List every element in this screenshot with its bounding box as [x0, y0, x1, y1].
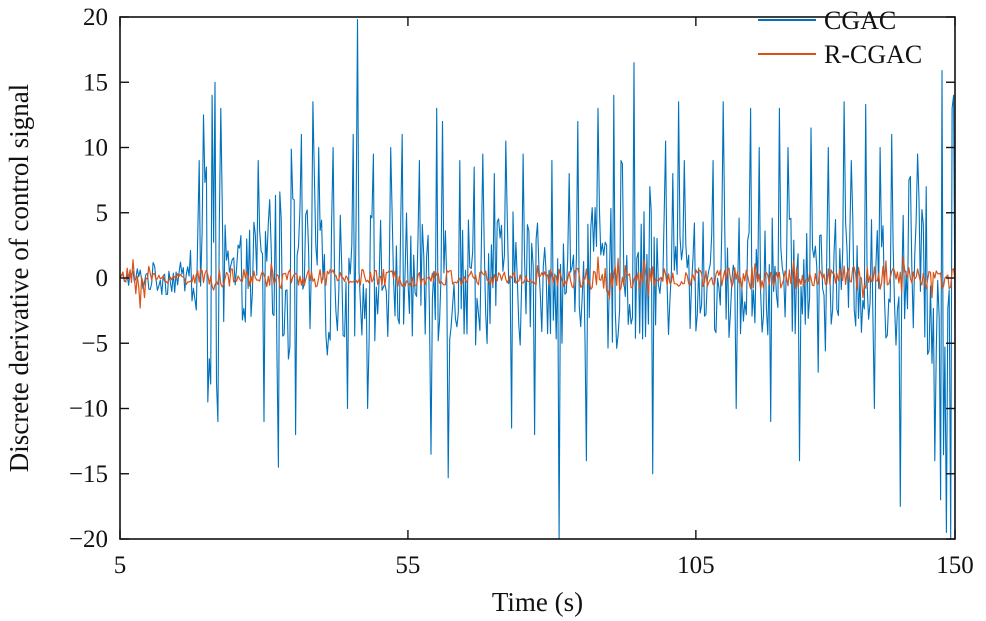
x-tick-label: 5 [114, 552, 127, 579]
y-tick-label: 10 [83, 135, 108, 162]
series-line-r-cgac [119, 256, 956, 309]
x-tick-label: 55 [395, 552, 420, 579]
y-tick-label: 0 [96, 265, 109, 292]
y-tick-label: 20 [83, 4, 108, 31]
legend-label-r-cgac: R-CGAC [824, 40, 922, 69]
x-tick-label: 150 [936, 552, 974, 579]
y-tick-label: −20 [69, 526, 108, 553]
series-line-cgac [119, 19, 956, 540]
x-axis-label: Time (s) [492, 587, 583, 617]
y-tick-label: −5 [81, 330, 108, 357]
y-tick-label: −15 [69, 461, 108, 488]
y-axis-label: Discrete derivative of control signal [4, 84, 34, 472]
legend: CGAC R-CGAC [758, 6, 922, 69]
y-tick-label: 5 [96, 200, 109, 227]
y-tick-label: 15 [83, 69, 108, 96]
legend-label-cgac: CGAC [824, 6, 896, 35]
x-tick-label: 105 [677, 552, 715, 579]
y-tick-label: −10 [69, 396, 108, 423]
series-layer [119, 19, 956, 540]
